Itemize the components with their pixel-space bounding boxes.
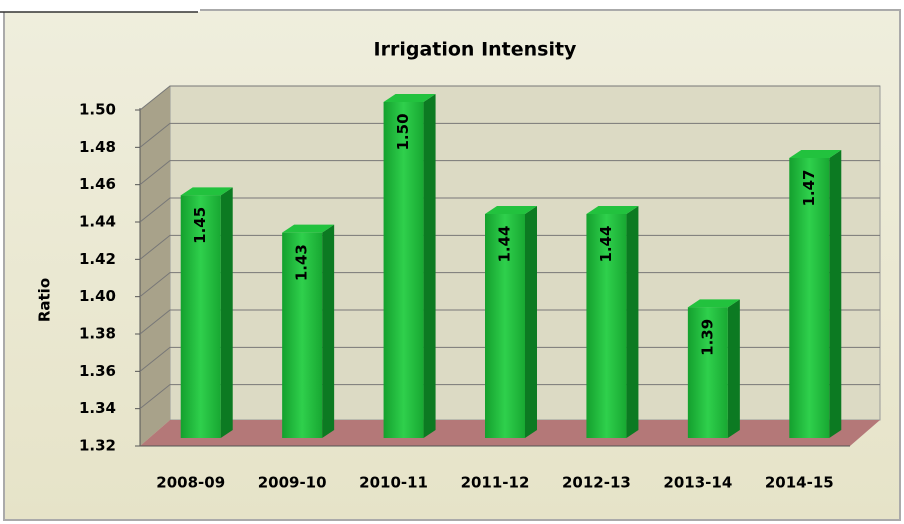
grid-line — [139, 384, 880, 410]
x-tick-label: 2014-15 — [765, 474, 834, 492]
y-tick-label: 1.50 — [79, 101, 116, 119]
data-label: 1.39 — [698, 319, 716, 356]
grid-line — [139, 197, 880, 223]
data-label: 1.45 — [191, 207, 209, 244]
grid-line — [139, 346, 880, 372]
bar — [383, 102, 424, 438]
grid-line — [139, 234, 880, 260]
y-tick-label: 1.46 — [79, 175, 116, 193]
grid-line — [139, 309, 880, 335]
bar-top — [383, 94, 436, 102]
chart-title: Irrigation Intensity — [374, 39, 578, 61]
bar-side — [727, 299, 740, 438]
grid-line — [139, 122, 880, 148]
bar-side — [220, 187, 233, 438]
data-label: 1.43 — [293, 244, 311, 281]
bar-side — [626, 206, 639, 438]
data-label: 1.50 — [394, 113, 412, 150]
x-tick-label: 2009-10 — [258, 474, 327, 492]
bar — [586, 214, 627, 438]
bar — [282, 232, 323, 438]
bar-top — [485, 206, 537, 214]
x-tick-label: 2008-09 — [156, 474, 225, 492]
bar — [485, 214, 525, 438]
bar-top — [789, 150, 842, 158]
x-tick-label: 2010-11 — [359, 474, 428, 492]
y-axis-label: Ratio — [36, 278, 54, 322]
bar-top — [687, 299, 740, 308]
grid-line — [139, 160, 880, 186]
x-tick-label: 2011-12 — [461, 474, 530, 492]
y-tick-label: 1.42 — [79, 250, 116, 268]
bar-side — [423, 94, 436, 438]
top-strip — [0, 0, 200, 12]
bar-top — [586, 206, 639, 214]
y-tick-label: 1.44 — [79, 213, 116, 231]
bar — [789, 158, 830, 438]
grid-line — [139, 272, 880, 298]
data-label: 1.47 — [800, 169, 818, 206]
grid-line — [139, 85, 880, 111]
bar-side — [829, 150, 842, 438]
bar-top — [180, 187, 233, 196]
x-tick-label: 2013-14 — [663, 474, 732, 492]
bar-side — [322, 224, 335, 438]
y-tick-label: 1.48 — [79, 138, 116, 156]
y-tick-label: 1.36 — [79, 362, 116, 380]
bar — [687, 307, 728, 438]
data-label: 1.44 — [496, 225, 514, 262]
bar-side — [525, 206, 537, 438]
y-tick-label: 1.32 — [79, 437, 116, 455]
bar-top — [282, 224, 335, 233]
side-wall — [140, 86, 170, 446]
bar — [180, 195, 221, 438]
y-tick-label: 1.40 — [79, 287, 116, 305]
y-tick-label: 1.38 — [79, 325, 116, 343]
x-tick-label: 2012-13 — [562, 474, 631, 492]
y-tick-label: 1.34 — [79, 399, 116, 417]
data-label: 1.44 — [597, 225, 615, 262]
